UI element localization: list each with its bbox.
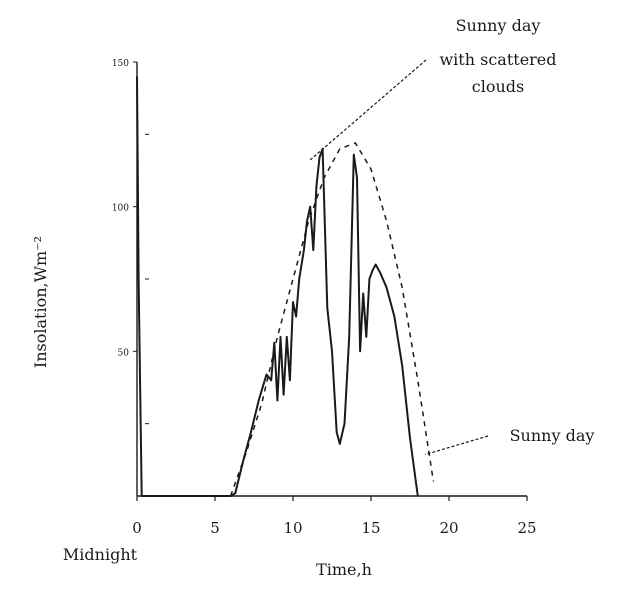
y-ticks: 50 100 150	[112, 59, 149, 425]
x-tick-label: 10	[283, 519, 302, 537]
x-ticks: 0 5 10 15 20 25	[132, 496, 537, 537]
annotation-cloudy-line-3: clouds	[472, 77, 524, 96]
x-tick-label: 15	[361, 519, 380, 537]
x-tick-label: 5	[210, 519, 220, 537]
x-tick-label: 0	[132, 519, 142, 537]
annotation-cloudy-line-1: Sunny day	[456, 16, 541, 35]
series-line-scattered-clouds	[136, 76, 419, 497]
x-axis-title: Time,h	[316, 560, 372, 579]
x-axis-subtitle-midnight: Midnight	[63, 545, 138, 564]
x-tick-label: 25	[517, 519, 536, 537]
y-axis-title: Insolation,Wm⁻²	[31, 236, 50, 368]
annotation-cloudy-line-2: with scattered	[439, 50, 556, 69]
x-tick-label: 20	[439, 519, 458, 537]
y-tick-label: 50	[118, 348, 130, 358]
series-line-sunny-day	[229, 142, 435, 497]
annotation-leader-sunny	[424, 435, 489, 456]
annotation-leader-cloudy	[308, 59, 427, 162]
annotation-sunny: Sunny day	[510, 426, 595, 445]
y-tick-label: 100	[112, 204, 129, 214]
y-tick-label: 150	[112, 59, 129, 69]
